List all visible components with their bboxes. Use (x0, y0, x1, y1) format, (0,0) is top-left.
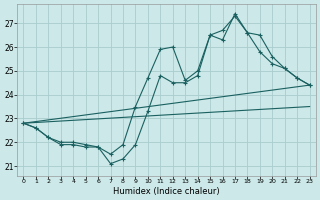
X-axis label: Humidex (Indice chaleur): Humidex (Indice chaleur) (113, 187, 220, 196)
